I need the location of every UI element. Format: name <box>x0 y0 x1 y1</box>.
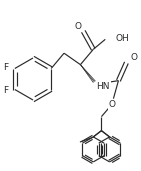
Text: OH: OH <box>115 34 129 43</box>
Text: F: F <box>3 63 8 72</box>
Text: F: F <box>3 86 8 95</box>
Text: O: O <box>109 100 116 109</box>
Text: O: O <box>130 53 137 62</box>
Text: HN: HN <box>96 82 110 91</box>
Text: O: O <box>75 22 82 31</box>
